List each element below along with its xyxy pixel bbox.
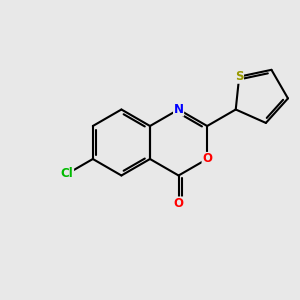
Text: S: S	[235, 70, 243, 83]
Text: O: O	[174, 197, 184, 210]
Text: O: O	[202, 152, 212, 166]
Text: N: N	[174, 103, 184, 116]
Text: Cl: Cl	[61, 167, 74, 180]
